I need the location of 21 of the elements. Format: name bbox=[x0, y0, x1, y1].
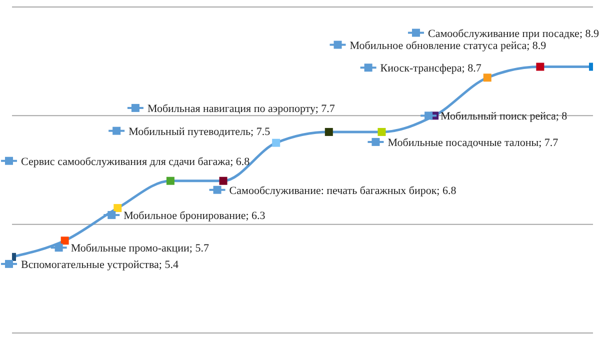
point bbox=[60, 236, 69, 245]
data-label: Самообслуживание при посадке; 8.9 bbox=[428, 28, 600, 40]
data-label: Мобильные посадочные талоны; 7.7 bbox=[388, 136, 559, 149]
data-label: Самообслуживание: печать багажных бирок; 6.8 bbox=[229, 184, 457, 197]
data-label: Мобильный поиск рейса; 8 bbox=[440, 110, 568, 123]
data-label: Киоск-трансфера; 8.7 bbox=[380, 62, 482, 75]
data-label: Мобильные промо-акции; 5.7 bbox=[70, 242, 210, 255]
data-label: Мобильное обновление статуса рейса; 8.9 bbox=[350, 40, 547, 52]
point bbox=[114, 204, 122, 212]
data-label: Мобильная навигация по аэропорту; 7.7 bbox=[147, 102, 336, 115]
point bbox=[536, 62, 544, 71]
data-label: Вспомогательные устройства; 5.4 bbox=[21, 258, 179, 271]
point bbox=[166, 176, 174, 185]
data-label: Сервис самообслуживания для сдачи багажа; 6.8 bbox=[21, 156, 250, 168]
point bbox=[272, 138, 280, 147]
point bbox=[219, 176, 228, 185]
point bbox=[483, 74, 492, 82]
point bbox=[378, 128, 386, 136]
data-label: Мобильный путеводитель; 7.5 bbox=[128, 126, 271, 138]
data-label: Мобильное бронирование; 6.3 bbox=[124, 210, 266, 222]
point bbox=[324, 128, 333, 136]
